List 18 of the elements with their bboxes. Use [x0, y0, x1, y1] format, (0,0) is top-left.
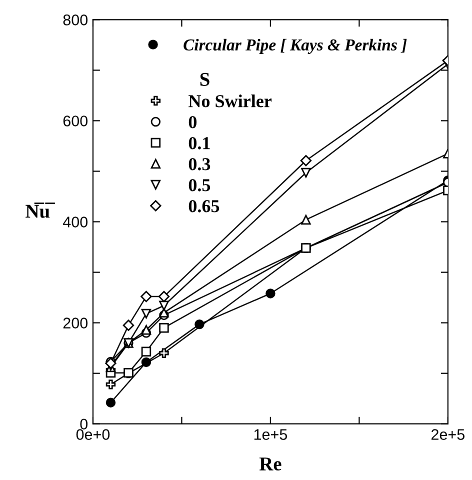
legend-label: 0.5 — [188, 179, 210, 192]
y-tick-label: 800 — [63, 14, 88, 26]
legend-label: 0.65 — [188, 200, 220, 212]
y-tick-label: 200 — [63, 318, 88, 328]
legend-label: 0 — [188, 116, 197, 128]
y-axis-title: N̅u̅ — [26, 202, 55, 218]
legend-label: 0.3 — [188, 158, 210, 170]
x-axis-title: Re — [259, 458, 282, 471]
y-tick-label: 600 — [63, 116, 88, 126]
y-tick-label: 400 — [62, 216, 88, 228]
legend-title: S — [200, 72, 210, 86]
x-tick-label: 2e+5 — [431, 429, 464, 440]
legend-label: 0.1 — [188, 137, 210, 150]
x-tick-label: 0e+0 — [76, 429, 110, 440]
x-tick-label: 1e+5 — [254, 429, 288, 440]
legend-label: Circular Pipe [ Kays & Perkins ] — [184, 38, 407, 54]
y-tick-label: 0 — [80, 418, 88, 430]
legend-label: No Swirler — [188, 94, 272, 108]
